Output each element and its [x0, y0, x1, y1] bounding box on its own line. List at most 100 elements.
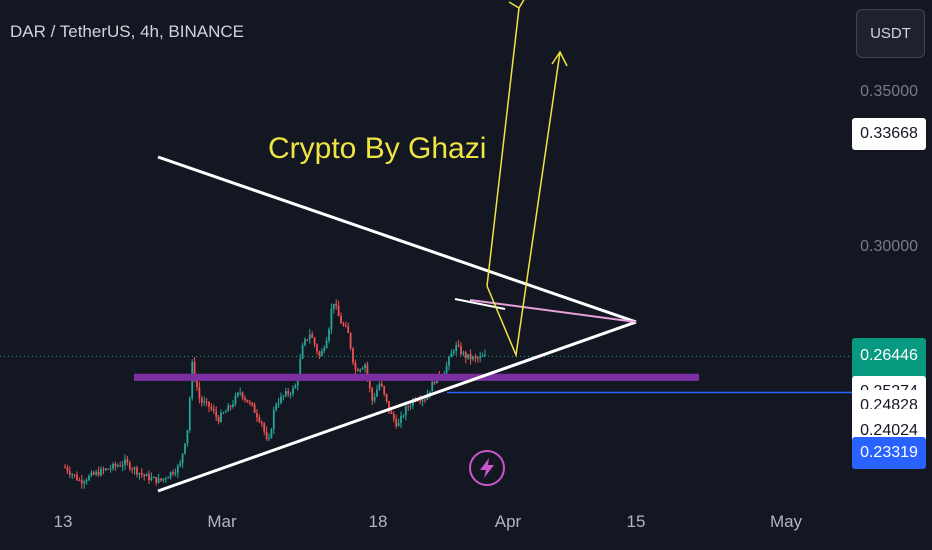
candle-body [325, 340, 328, 349]
candle-body [448, 357, 450, 366]
candle-body [196, 378, 198, 388]
candle-body [186, 429, 189, 444]
candle-body [80, 480, 83, 484]
candle-body [198, 387, 201, 399]
candle-body [83, 481, 86, 484]
candle-body [169, 472, 172, 478]
candle-body [234, 395, 237, 405]
candle-body [203, 401, 206, 403]
candle-body [95, 471, 98, 475]
candle-body [210, 406, 213, 409]
candle-body [433, 382, 436, 384]
candles-layer [64, 299, 486, 489]
candle-body [352, 348, 354, 363]
candle-body [390, 411, 393, 414]
candle-body [416, 400, 419, 402]
candle-body [462, 352, 465, 355]
candle-body [344, 325, 347, 327]
candle-body [232, 404, 234, 407]
candle-body [107, 468, 110, 470]
candle-body [481, 356, 484, 358]
candle-body [313, 337, 316, 345]
candle-body [332, 303, 335, 309]
arrow-head [508, 0, 525, 10]
candle-body [304, 339, 306, 346]
candle-body [330, 308, 333, 330]
candle-body [229, 405, 232, 407]
candle-body [294, 385, 297, 389]
y-axis-tick: 0.30000 [860, 237, 918, 255]
candle-body [289, 393, 292, 395]
candle-body [472, 356, 474, 360]
price-label: 0.23319 [852, 436, 926, 469]
candle-body [272, 409, 275, 430]
candle-body [402, 415, 405, 417]
candle-body [236, 392, 239, 396]
candle-body [114, 463, 117, 467]
candle-body [253, 404, 256, 413]
candle-body [179, 463, 182, 466]
candle-body [152, 476, 155, 478]
candle-body [265, 431, 268, 439]
candle-body [172, 472, 174, 474]
candle-body [457, 344, 460, 347]
candle-body [383, 386, 386, 394]
candle-body [64, 467, 66, 469]
candle-body [260, 421, 263, 424]
lightning-bolt-glyph [480, 458, 494, 478]
x-axis-tick: 18 [368, 512, 388, 531]
candle-body [275, 404, 278, 410]
candle-body [455, 344, 458, 351]
y-axis-tick: 0.35000 [860, 83, 918, 101]
candle-body [311, 334, 314, 338]
x-axis-tick: 15 [626, 512, 646, 531]
candle-body [92, 472, 95, 475]
candle-body [340, 315, 342, 324]
candle-body [320, 351, 323, 356]
candle-body [277, 402, 280, 405]
candle-body [306, 339, 309, 341]
candle-body [308, 334, 311, 340]
candle-body [100, 468, 102, 476]
candle-body [188, 398, 191, 430]
projection-arrow [486, 51, 561, 358]
candle-body [162, 478, 165, 481]
candle-body [124, 459, 126, 466]
candle-body [428, 391, 431, 395]
currency-button[interactable]: USDT [856, 9, 925, 58]
candle-body [68, 471, 71, 475]
candle-body [292, 388, 294, 394]
candle-body [400, 415, 402, 423]
candle-body [388, 401, 390, 412]
x-axis-tick: Mar [207, 512, 237, 531]
candle-body [474, 356, 477, 358]
candle-body [378, 383, 381, 390]
candle-body [133, 467, 136, 470]
lightning-bolt-icon[interactable] [469, 450, 505, 486]
symbol-title[interactable]: DAR / TetherUS, 4h, BINANCE [10, 22, 244, 41]
candle-body [282, 395, 285, 397]
candle-body [143, 474, 146, 477]
candle-body [217, 417, 220, 422]
candle-body [174, 472, 177, 474]
candle-body [167, 477, 170, 479]
candle-body [126, 459, 129, 463]
candle-body [121, 465, 124, 467]
candle-body [328, 329, 330, 341]
candle-body [220, 413, 222, 422]
candle-body [450, 353, 453, 358]
candle-body [469, 354, 472, 360]
arrow-head [551, 50, 568, 67]
candle-body [409, 405, 412, 407]
candle-body [215, 411, 218, 418]
candle-body [176, 465, 179, 473]
candle-body [184, 443, 186, 454]
candle-body [280, 396, 282, 403]
candle-body [268, 437, 270, 439]
candle-body [373, 396, 376, 401]
candle-body [181, 453, 184, 464]
candle-body [464, 352, 467, 359]
candle-body [112, 463, 114, 469]
candle-body [208, 401, 210, 407]
